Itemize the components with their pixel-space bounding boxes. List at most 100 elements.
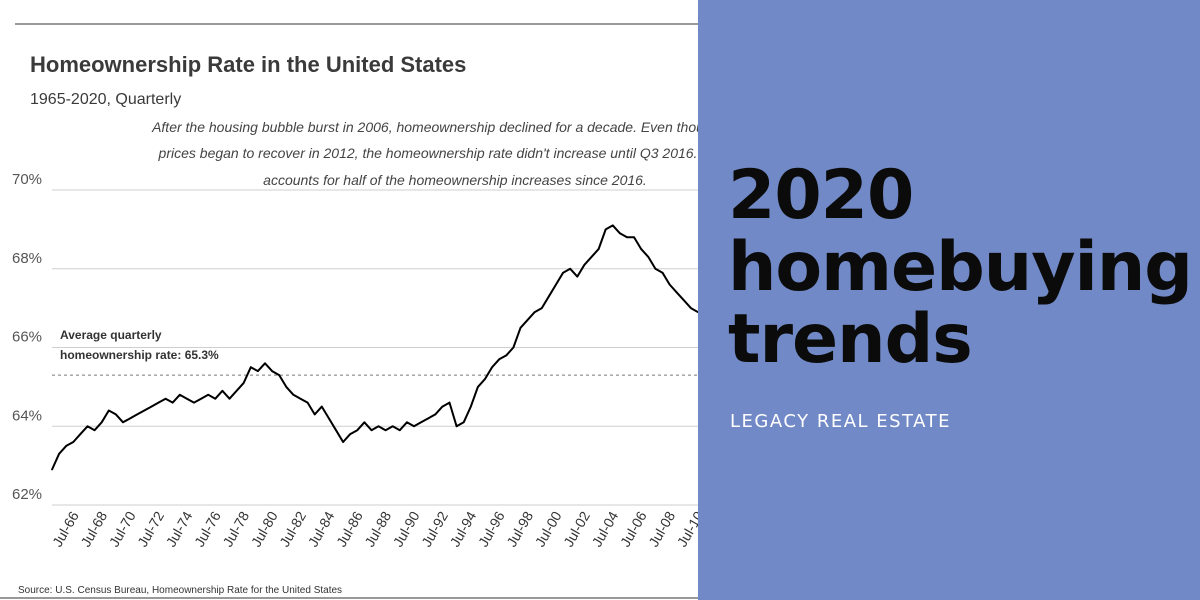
data-point	[51, 468, 53, 471]
data-point	[72, 441, 75, 443]
data-point	[349, 433, 352, 435]
data-point	[477, 386, 479, 388]
data-point	[157, 401, 160, 404]
data-point	[455, 425, 458, 428]
data-point	[79, 433, 82, 435]
data-point	[235, 390, 238, 392]
data-point	[143, 409, 146, 412]
data-point	[271, 370, 273, 372]
data-point	[214, 397, 217, 400]
grid-lines	[52, 189, 698, 506]
x-tick-label: Jul-98	[503, 508, 536, 549]
data-point	[675, 291, 678, 294]
headline-line-1: 2020	[728, 156, 914, 235]
data-point	[541, 307, 543, 309]
data-point	[612, 224, 614, 227]
data-point	[420, 421, 422, 424]
data-point	[221, 390, 224, 392]
series-line	[51, 224, 698, 471]
data-point	[533, 311, 536, 313]
y-tick-label: 62%	[12, 486, 42, 503]
data-point	[626, 236, 628, 239]
data-point	[597, 248, 600, 250]
data-point	[193, 401, 195, 404]
data-point	[335, 429, 337, 432]
data-point	[505, 354, 508, 357]
data-point	[526, 319, 529, 321]
data-point	[484, 378, 486, 380]
data-point	[519, 327, 522, 329]
x-tick-label: Jul-76	[191, 508, 224, 549]
x-tick-label: Jul-88	[361, 508, 394, 549]
data-point	[292, 394, 295, 396]
data-point	[654, 268, 657, 270]
chart-title: Homeownership Rate in the United States	[30, 52, 466, 77]
y-tick-label: 68%	[12, 250, 42, 267]
data-point	[377, 425, 380, 428]
y-axis-ticks: 70% 68% 66% 64% 62%	[12, 171, 42, 503]
x-tick-label: Jul-92	[418, 508, 451, 549]
y-tick-label: 64%	[12, 407, 42, 424]
data-point	[108, 409, 110, 412]
data-point	[633, 236, 635, 239]
x-tick-label: Jul-86	[333, 508, 366, 549]
x-tick-label: Jul-06	[617, 508, 650, 549]
data-point	[164, 397, 167, 400]
x-tick-label: Jul-10	[674, 508, 698, 549]
data-point	[668, 283, 671, 286]
x-tick-label: Jul-02	[560, 508, 593, 549]
homeownership-chart: Homeownership Rate in the United States …	[0, 23, 698, 599]
data-point	[619, 232, 621, 235]
data-point	[58, 453, 60, 455]
data-point	[321, 405, 323, 408]
data-point	[406, 421, 408, 424]
y-tick-label: 70%	[12, 171, 42, 188]
data-point	[313, 413, 316, 416]
x-tick-label: Jul-80	[248, 508, 281, 549]
data-point	[242, 382, 245, 384]
x-tick-label: Jul-68	[77, 508, 110, 549]
chart-subtitle: 1965-2020, Quarterly	[30, 91, 181, 108]
x-axis-ticks: Jul-66Jul-68Jul-70Jul-72Jul-74Jul-76Jul-…	[49, 508, 698, 549]
data-point	[697, 311, 698, 313]
data-point	[491, 366, 493, 369]
data-point	[179, 394, 181, 396]
data-point	[200, 397, 202, 400]
x-tick-label: Jul-66	[49, 508, 82, 549]
x-tick-label: Jul-84	[305, 508, 338, 549]
data-point	[413, 425, 415, 428]
data-point	[462, 421, 465, 424]
data-point	[512, 346, 515, 349]
data-point	[285, 386, 288, 388]
data-point	[342, 441, 344, 443]
data-point	[498, 358, 501, 361]
x-tick-label: Jul-74	[163, 508, 196, 549]
data-point	[100, 421, 103, 424]
data-point	[583, 264, 586, 266]
brand-name: LEGACY REAL ESTATE	[730, 411, 951, 432]
data-point	[363, 421, 366, 424]
data-point	[434, 413, 437, 416]
annotation-line-1: After the housing bubble burst in 2006, …	[151, 119, 698, 135]
x-tick-label: Jul-04	[588, 508, 621, 549]
data-point	[399, 429, 401, 432]
data-point	[391, 425, 394, 428]
data-point	[548, 295, 550, 298]
data-point	[590, 256, 593, 258]
average-label-line-1: Average quarterly	[60, 328, 162, 342]
data-point	[562, 271, 564, 274]
data-point	[299, 397, 302, 400]
data-point	[136, 413, 138, 416]
data-point	[604, 228, 607, 231]
x-tick-label: Jul-72	[134, 508, 167, 549]
data-point	[115, 413, 117, 416]
data-point	[470, 405, 472, 408]
data-point	[250, 366, 252, 369]
data-point	[640, 248, 642, 250]
data-point	[278, 374, 281, 376]
data-point	[356, 429, 359, 432]
promo-panel: 2020 homebuying trends LEGACY REAL ESTAT…	[698, 0, 1200, 600]
headline: 2020 homebuying trends	[728, 156, 1193, 376]
data-point	[171, 401, 174, 404]
x-tick-label: Jul-94	[446, 508, 479, 549]
